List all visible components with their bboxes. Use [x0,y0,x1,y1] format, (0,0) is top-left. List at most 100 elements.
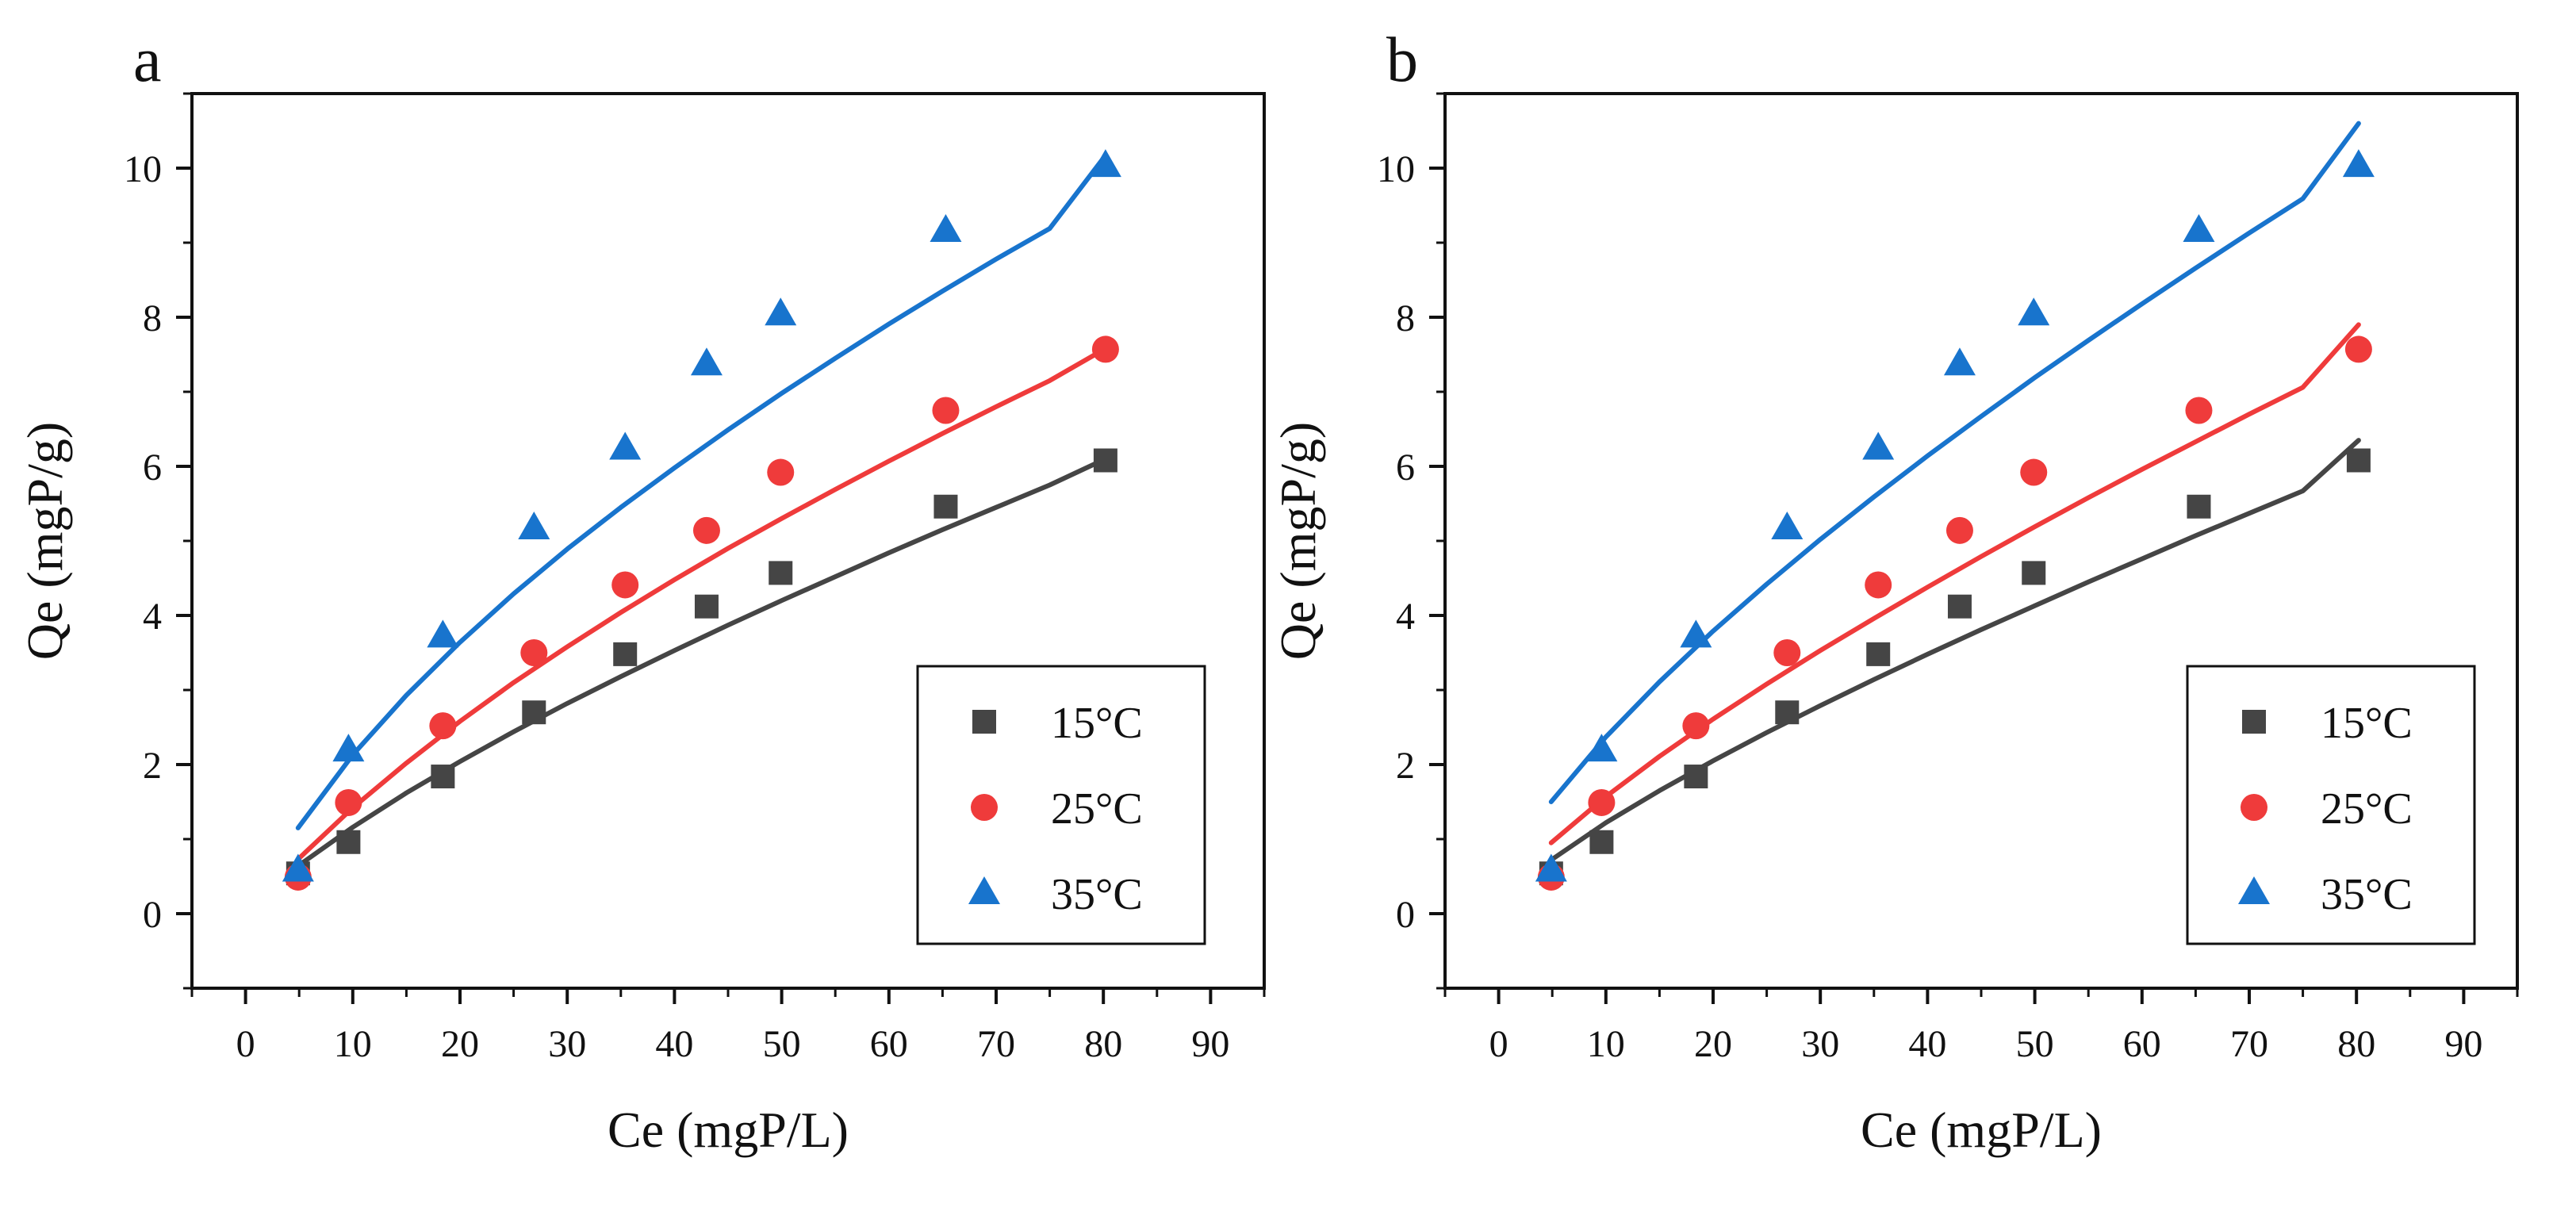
fit-line-circle [295,346,1108,862]
x-axis-title: Ce (mgP/L) [1861,1102,2102,1158]
data-point-square [1093,448,1117,473]
x-axis-title: Ce (mgP/L) [608,1102,849,1158]
data-point-triangle [2342,149,2375,178]
y-tick-label: 0 [143,894,162,936]
data-point-square [431,765,455,789]
data-point-circle [1773,639,1801,666]
data-point-triangle [2018,297,2050,326]
x-tick-label: 80 [1084,1023,1122,1065]
data-point-triangle [690,347,723,376]
fit-line-circle [1548,322,2361,845]
panel-label: a [133,25,162,95]
data-point-square [2346,448,2371,473]
data-point-triangle [332,734,365,762]
data-point-square [1947,594,1972,619]
y-axis-title: Qe (mgP/g) [17,422,73,660]
y-tick-label: 8 [143,297,162,339]
y-tick-label: 6 [1396,447,1415,489]
y-tick-label: 6 [143,447,162,489]
legend-marker-square [972,710,996,734]
y-tick-label: 4 [1396,596,1415,638]
data-point-triangle [427,619,459,648]
fit-line-triangle [1548,121,2361,804]
legend: 15°C 25°C 35°C [916,665,1206,945]
data-point-triangle [1771,512,1804,540]
legend-label: 25°C [1051,784,1143,834]
data-point-square [2022,561,2046,585]
x-tick-label: 10 [1587,1023,1625,1065]
data-point-triangle [518,512,550,540]
chart-panel-b: b 0 10 20 30 40 50 60 70 80 90 0 2 4 6 8 10 Ce (mgP/L) Qe … [1270,25,2519,1158]
data-point-circle [2344,335,2372,363]
x-tick-label: 80 [2337,1023,2375,1065]
x-tick-label: 70 [2230,1023,2268,1065]
legend-marker-triangle [968,876,1000,904]
x-tick-label: 30 [1801,1023,1839,1065]
x-tick-label: 50 [763,1023,801,1065]
legend-label: 15°C [1051,699,1143,748]
data-point-circle [429,712,457,740]
data-point-circle [1682,712,1710,740]
data-point-triangle [765,297,797,326]
data-point-triangle [2183,213,2215,242]
legend-marker-triangle [2238,876,2270,904]
data-point-circle [692,516,720,544]
y-tick-label: 10 [1377,148,1415,190]
data-point-circle [767,458,795,486]
x-tick-label: 0 [1489,1023,1508,1065]
x-tick-label: 40 [1908,1023,1946,1065]
data-point-circle [1091,335,1119,363]
data-point-triangle [609,431,642,460]
legend-box [2186,665,2476,945]
y-tick-label: 0 [1396,894,1415,936]
data-point-circle [932,397,960,424]
data-point-circle [2185,397,2213,424]
panel-label: b [1386,25,1418,95]
y-tick-label: 2 [1396,745,1415,787]
legend-label: 35°C [2321,870,2413,919]
data-point-triangle [282,853,314,882]
data-point-circle [2020,458,2048,486]
data-point-triangle [1089,149,1121,178]
data-point-circle [520,639,548,666]
data-point-circle [1865,571,1892,599]
x-tick-label: 50 [2016,1023,2054,1065]
data-point-square [769,561,793,585]
legend-label: 35°C [1051,870,1143,919]
x-tick-label: 20 [1694,1023,1732,1065]
legend-marker-square [2242,710,2266,734]
data-point-square [1589,830,1614,854]
data-point-square [1866,642,1891,666]
data-point-triangle [1862,431,1895,460]
data-point-square [694,594,719,619]
data-point-square [1684,765,1708,789]
data-point-circle [611,571,639,599]
data-point-square [2187,494,2211,519]
data-point-triangle [1943,347,1976,376]
fit-line-triangle [295,153,1108,830]
data-point-triangle [1585,734,1618,762]
data-point-circle [1588,788,1616,816]
legend-marker-circle [2241,794,2267,821]
data-point-triangle [1680,619,1712,648]
y-tick-label: 4 [143,596,162,638]
y-tick-label: 2 [143,745,162,787]
legend-box [916,665,1206,945]
x-tick-label: 10 [334,1023,372,1065]
y-tick-label: 10 [124,148,162,190]
x-tick-label: 70 [977,1023,1015,1065]
data-point-triangle [1535,853,1567,882]
x-tick-label: 0 [236,1023,255,1065]
legend-marker-circle [971,794,998,821]
data-point-square [522,700,546,725]
x-tick-label: 90 [2444,1023,2482,1065]
x-tick-label: 30 [548,1023,586,1065]
legend-label: 25°C [2321,784,2413,834]
data-point-square [933,494,958,519]
data-point-circle [335,788,362,816]
x-tick-label: 20 [441,1023,479,1065]
data-point-square [613,642,638,666]
legend: 15°C 25°C 35°C [2186,665,2476,945]
chart-panel-a: a 0 10 20 30 40 50 60 70 80 90 0 2 4 6 8 10 Ce (mgP/L) Qe … [17,25,1266,1158]
